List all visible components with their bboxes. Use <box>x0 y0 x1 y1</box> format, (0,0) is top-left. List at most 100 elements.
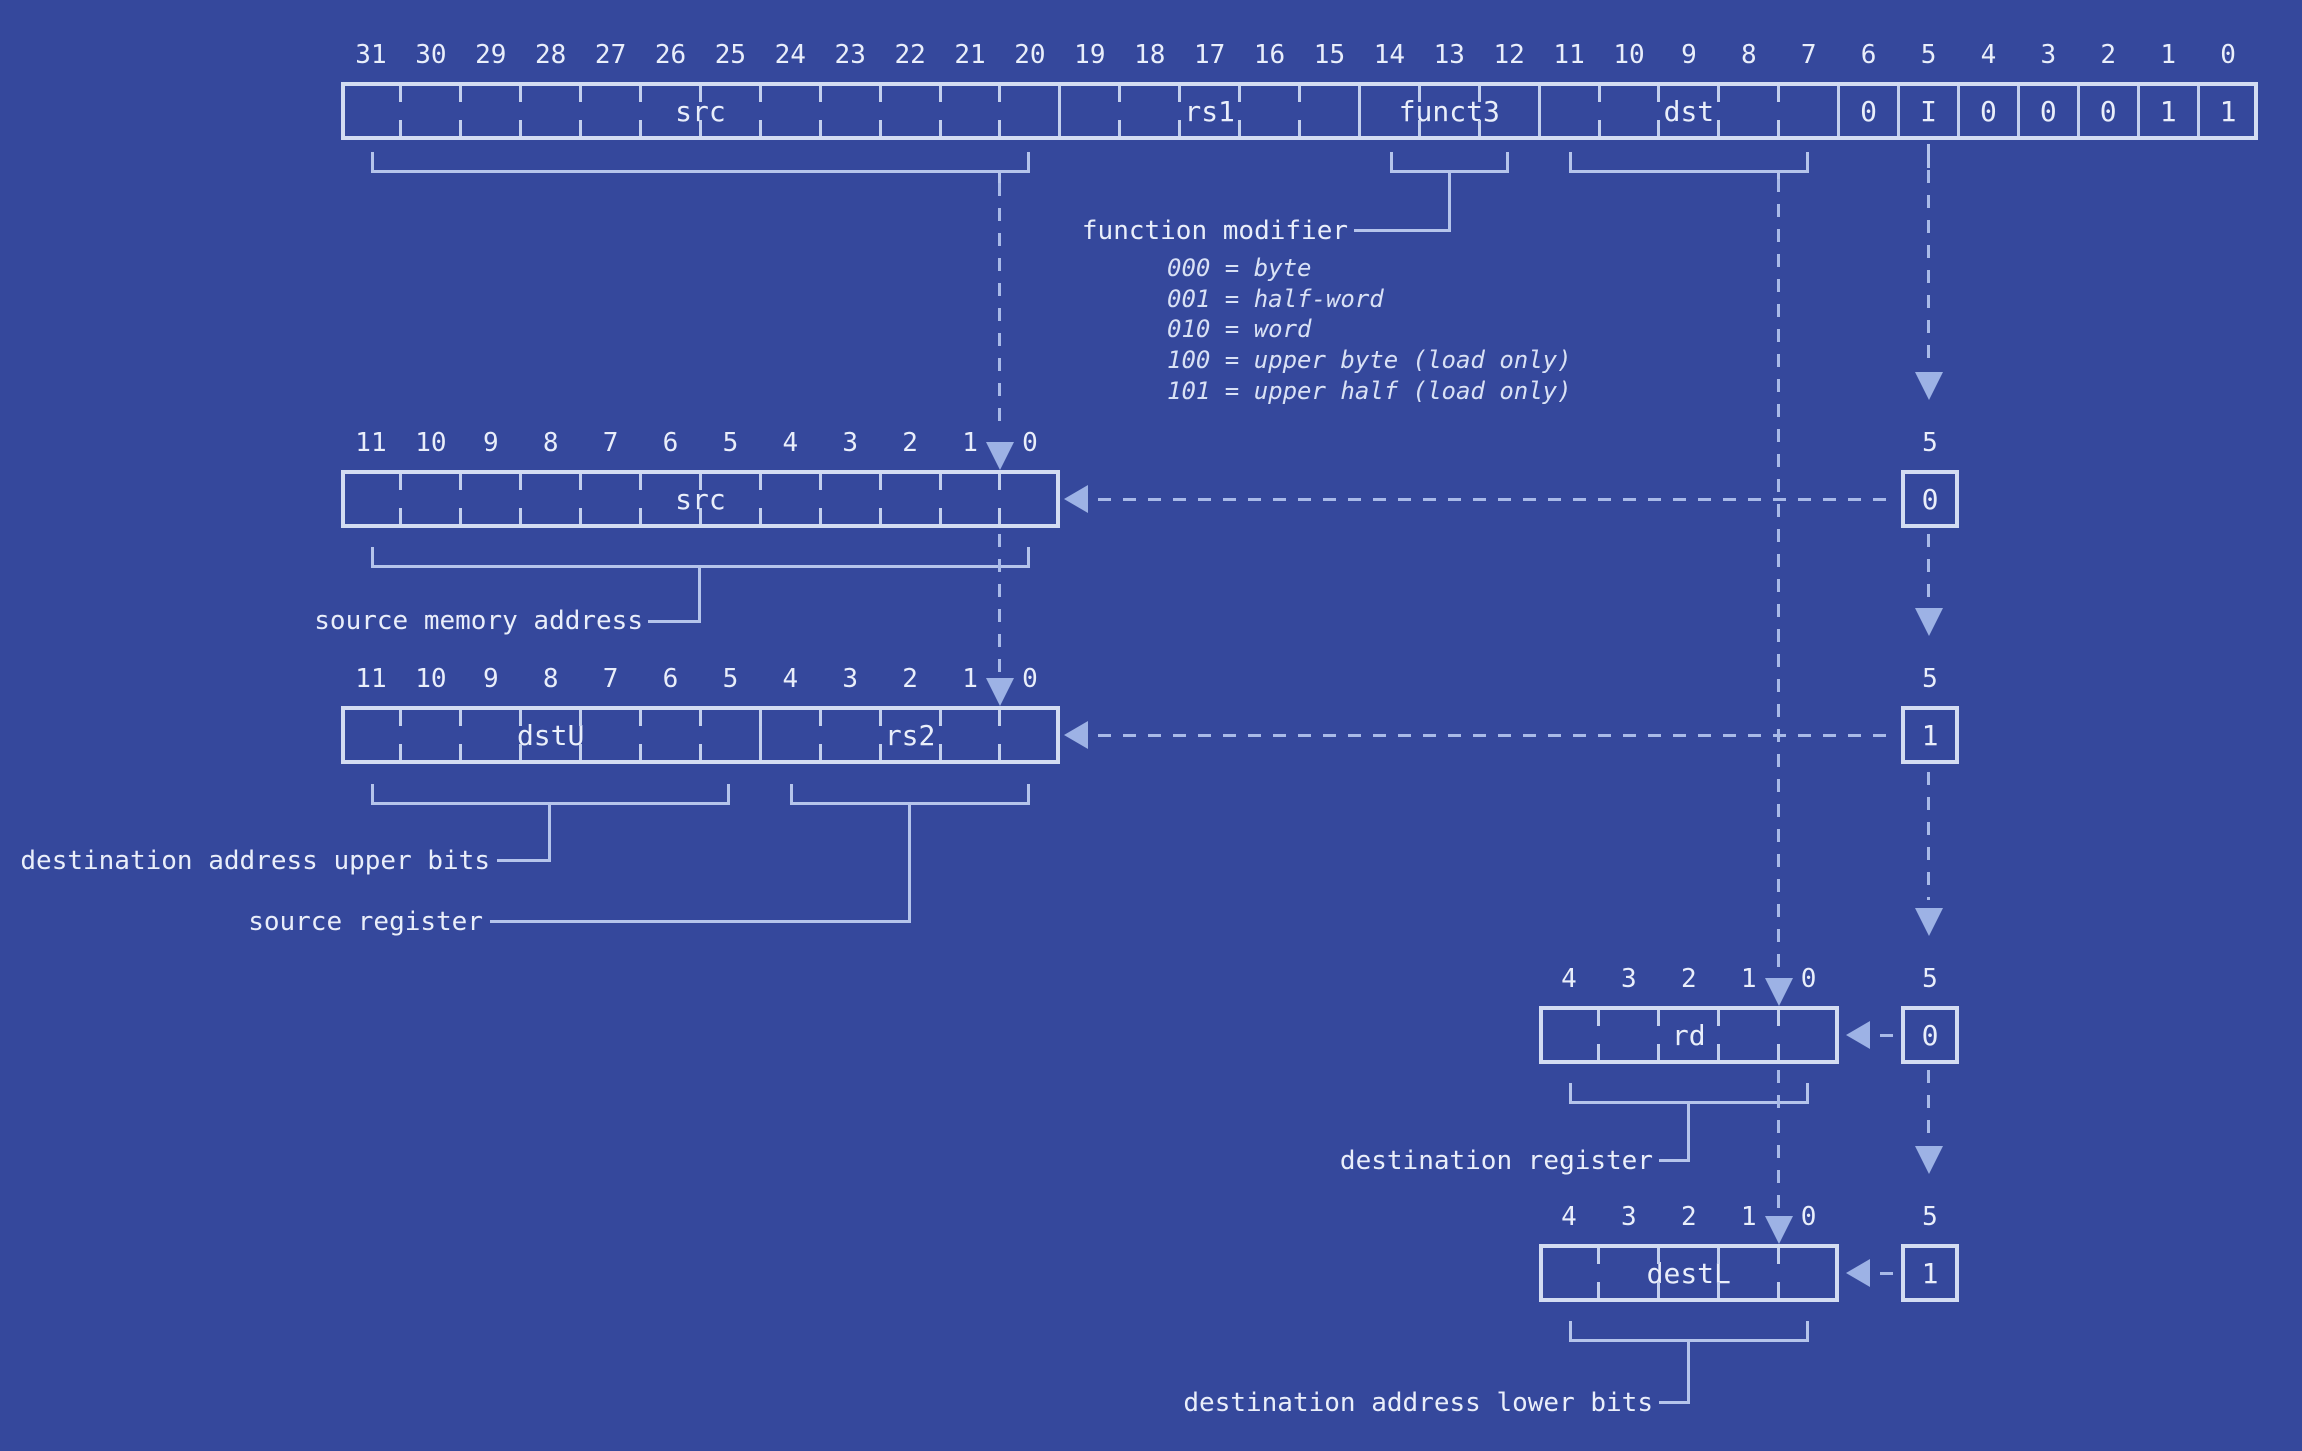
bit-number: 5 <box>722 664 739 694</box>
function-modifier-option: 101 = upper half (load only) <box>1167 376 1572 405</box>
cell-tick <box>399 474 403 490</box>
cell-tick <box>1657 1010 1661 1026</box>
dashed-line-vertical <box>1927 772 1930 900</box>
dstu-rs2-field-box <box>341 706 1060 764</box>
destl-field-box <box>1539 1244 1839 1302</box>
connector-line <box>648 620 701 623</box>
cell-tick <box>1657 1282 1661 1298</box>
bit-number: 4 <box>782 428 799 458</box>
cell-tick <box>519 86 523 102</box>
bit-number: 1 <box>1740 964 1757 994</box>
cell-tick <box>459 120 463 136</box>
arrow-left-icon <box>1846 1021 1870 1049</box>
arrow-left-icon <box>1846 1259 1870 1287</box>
cell-tick <box>698 710 702 726</box>
dashed-line-vertical <box>1777 1070 1780 1210</box>
bit-number: 24 <box>774 40 806 70</box>
connector-line <box>1659 1401 1690 1404</box>
field-divider <box>2196 86 2200 136</box>
bit-number: 17 <box>1193 40 1226 70</box>
field-name-label: rd <box>1671 1018 1706 1052</box>
cell-tick <box>878 508 882 524</box>
annotation-source-register: source register <box>248 907 483 937</box>
cell-tick <box>758 508 762 524</box>
cell-tick <box>399 86 403 102</box>
brace-tick <box>371 547 374 568</box>
field-divider <box>1837 86 1841 136</box>
bit-value-label: 0 <box>1979 94 1997 128</box>
cell-tick <box>818 86 822 102</box>
brace-tick <box>1027 784 1030 805</box>
bit-number: 4 <box>782 664 799 694</box>
bit-number: 0 <box>1800 964 1817 994</box>
annotation-function-modifier: function modifier <box>1081 216 1348 246</box>
cell-tick <box>698 744 702 760</box>
cell-tick <box>639 474 643 490</box>
dashed-line-vertical <box>1927 170 1930 362</box>
bit-number: 29 <box>475 40 507 70</box>
bit-number: 2 <box>1680 964 1697 994</box>
shift-step-box: 0 <box>1901 1006 1959 1064</box>
field-divider <box>2016 86 2020 136</box>
bit-number: 5 <box>722 428 739 458</box>
bit-number: 2 <box>1680 1202 1697 1232</box>
connector-line <box>490 920 911 923</box>
connector-stem <box>1687 1342 1690 1404</box>
cell-tick <box>1657 1044 1661 1060</box>
dashed-line-horizontal <box>1880 1271 1897 1275</box>
cell-tick <box>1717 120 1721 136</box>
bit-number: 30 <box>415 40 447 70</box>
cell-tick <box>1118 86 1122 102</box>
connector-stem <box>698 568 701 623</box>
bit-number: 28 <box>535 40 567 70</box>
dashed-line-horizontal <box>1880 1033 1897 1037</box>
dashed-line-vertical <box>1927 1070 1930 1138</box>
bit-number: 2 <box>902 664 918 694</box>
cell-tick <box>459 474 463 490</box>
bit-number: 9 <box>482 664 499 694</box>
brace-tick <box>1569 1083 1572 1104</box>
field-divider <box>2136 86 2140 136</box>
bit-number: 10 <box>415 664 447 694</box>
cell-tick <box>878 120 882 136</box>
cell-tick <box>1717 1044 1721 1060</box>
bit-number: 0 <box>1022 664 1038 694</box>
bit-number: 7 <box>602 664 619 694</box>
bit-number: 12 <box>1493 40 1525 70</box>
bit-number: 19 <box>1074 40 1106 70</box>
brace-tick <box>1806 152 1809 173</box>
connector-stem <box>1927 144 1930 168</box>
cell-tick <box>1477 86 1481 102</box>
cell-tick <box>818 120 822 136</box>
bit-number: 18 <box>1134 40 1166 70</box>
bit-number: 1 <box>962 664 978 694</box>
cell-tick <box>639 508 643 524</box>
bit-number: 14 <box>1373 40 1406 70</box>
bit-number: 3 <box>842 428 859 458</box>
bit-number: 11 <box>355 664 387 694</box>
cell-tick <box>698 86 702 102</box>
arrow-left-icon <box>1064 485 1088 513</box>
bit-number: 7 <box>602 428 619 458</box>
arrow-down-icon <box>986 442 1014 470</box>
bit-number: 9 <box>1681 40 1697 70</box>
bit-number: 0 <box>1022 428 1038 458</box>
bit-number: 3 <box>2040 40 2057 70</box>
cell-tick <box>998 744 1002 760</box>
connector-stem <box>1448 173 1451 232</box>
arrow-down-icon <box>1765 978 1793 1006</box>
brace-line <box>371 802 730 805</box>
bit-number: 2 <box>2100 40 2117 70</box>
bit-number: 11 <box>1553 40 1585 70</box>
brace-tick <box>1569 1321 1572 1342</box>
cell-tick <box>579 86 583 102</box>
bit-number: 22 <box>894 40 926 70</box>
cell-tick <box>878 474 882 490</box>
cell-tick <box>1597 1248 1601 1264</box>
cell-tick <box>818 508 822 524</box>
cell-tick <box>758 120 762 136</box>
field-divider <box>1058 86 1062 136</box>
cell-tick <box>1178 86 1182 102</box>
cell-tick <box>1178 120 1182 136</box>
